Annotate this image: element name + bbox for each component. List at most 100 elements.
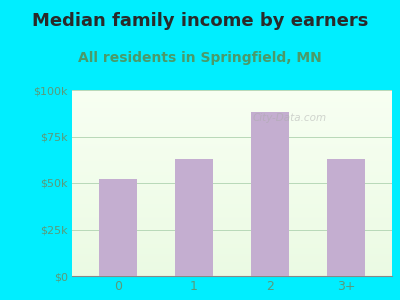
Bar [72,226,392,227]
Bar [72,269,392,270]
Bar [72,205,392,206]
Bar [72,177,392,178]
Bar [72,223,392,224]
Bar [72,199,392,200]
Bar [72,234,392,235]
Bar [72,224,392,225]
Bar [72,161,392,162]
Bar [72,115,392,116]
Bar [72,126,392,127]
Bar [72,132,392,133]
Text: Median family income by earners: Median family income by earners [32,12,368,30]
Bar [72,238,392,239]
Bar [72,172,392,173]
Bar [72,184,392,185]
Bar [72,168,392,169]
Bar [72,221,392,222]
Bar [72,125,392,126]
Bar [72,255,392,256]
Bar [72,130,392,131]
Bar [72,212,392,213]
Bar [251,112,289,276]
Bar [72,149,392,150]
Bar [72,193,392,194]
Bar [72,249,392,250]
Bar [72,219,392,220]
Bar [72,139,392,140]
Bar [72,122,392,124]
Bar [72,231,392,232]
Bar [72,175,392,176]
Bar [72,185,392,186]
Bar [72,236,392,237]
Bar [72,165,392,166]
Bar [72,211,392,212]
Bar [72,252,392,253]
Bar [72,202,392,203]
Bar [72,140,392,141]
Bar [72,190,392,191]
Bar [72,114,392,115]
Bar [72,244,392,245]
Bar [72,191,392,192]
Bar [72,275,392,276]
Bar [72,258,392,259]
Bar [72,262,392,263]
Bar [72,145,392,146]
Bar [72,134,392,135]
Bar [72,120,392,121]
Text: All residents in Springfield, MN: All residents in Springfield, MN [78,51,322,65]
Bar [72,98,392,99]
Bar [72,129,392,130]
Bar [72,131,392,132]
Bar [72,127,392,128]
Bar [72,133,392,134]
Bar [72,272,392,273]
Bar [72,153,392,154]
Bar [72,119,392,120]
Bar [72,128,392,129]
Bar [72,192,392,193]
Bar [72,99,392,100]
Bar [175,159,213,276]
Bar [72,137,392,138]
Bar [72,203,392,204]
Bar [72,155,392,156]
Bar [72,247,392,248]
Bar [72,261,392,262]
Bar [72,147,392,148]
Bar [72,91,392,92]
Bar [72,267,392,268]
Bar [72,237,392,238]
Bar [72,162,392,163]
Bar [72,118,392,119]
Bar [72,106,392,107]
Bar [72,206,392,207]
Bar [72,180,392,181]
Bar [72,136,392,137]
Bar [72,266,392,267]
Bar [72,195,392,196]
Bar [72,189,392,190]
Bar [72,271,392,272]
Bar [72,204,392,205]
Bar [72,235,392,236]
Bar [72,117,392,118]
Bar [72,150,392,152]
Bar [72,251,392,252]
Bar [72,94,392,96]
Bar [72,163,392,164]
Bar [72,113,392,114]
Bar [72,270,392,271]
Bar [72,170,392,171]
Bar [72,97,392,98]
Bar [72,187,392,188]
Bar [72,171,392,172]
Bar [72,242,392,244]
Bar [72,176,392,177]
Bar [72,241,392,242]
Bar [72,156,392,157]
Bar [72,208,392,209]
Bar [72,174,392,175]
Bar [72,112,392,113]
